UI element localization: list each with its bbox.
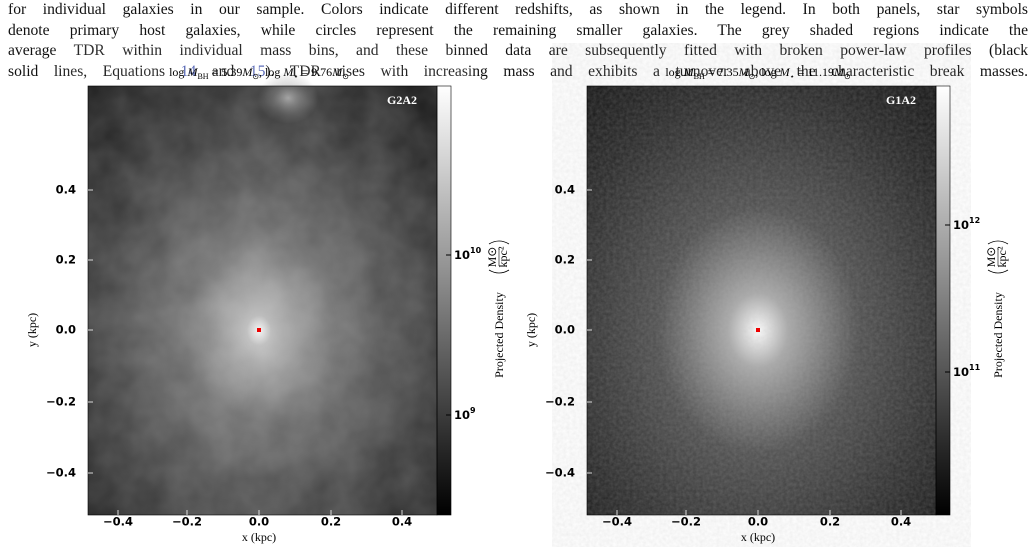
frame (586, 85, 937, 516)
panel-label: G1A2 (886, 93, 916, 107)
y-tick-label: −0.2 (545, 395, 575, 409)
y-tick-label: 0.2 (555, 253, 575, 267)
tick-exponent: 11 (969, 363, 981, 372)
equation-link[interactable]: 15 (249, 62, 266, 80)
x-tick-label: 0.4 (891, 515, 911, 529)
title-part: BH (694, 72, 705, 81)
x-tick-label: −0.4 (103, 515, 133, 529)
text: solid lines, Equations (8, 62, 181, 80)
y-tick-label: 0.0 (555, 323, 575, 337)
tick-base: 10 (953, 365, 969, 379)
tick-exponent: 12 (969, 216, 980, 225)
x-tick-label: 0.2 (321, 515, 341, 529)
y-axis-label: y (kpc) (524, 313, 538, 347)
black-hole-marker (257, 328, 261, 332)
x-tick-label: −0.2 (671, 515, 701, 529)
equation-link[interactable]: 14 (180, 62, 197, 80)
panel-title: log MBH = 5.39M⊙, log M⋆ = 9.76M⊙ (169, 65, 349, 81)
caption-line: solid lines, Equations 14 and 15). TDR r… (8, 62, 1028, 83)
caption-line: denote primary host galaxies, while circ… (8, 21, 1028, 39)
panel-title: log MBH = 7.35M⊙, log M⋆ = 11.19M⊙ (665, 65, 850, 81)
colorbar-label: Projected Density M⊙kpc² (485, 240, 510, 378)
title-part: M (779, 65, 791, 79)
unit-numerator: M⊙ (984, 247, 998, 268)
y-tick-label: −0.4 (545, 466, 575, 480)
text: ). TDR rises with increasing mass and ex… (265, 62, 1029, 80)
title-part: , log (755, 65, 779, 79)
x-tick-label: 0.2 (820, 515, 840, 529)
title-part: M (282, 65, 294, 79)
title-part: ⋆ (790, 72, 795, 81)
colorbar-title: Projected Density (492, 292, 506, 378)
title-part: = 9.76 (298, 65, 332, 79)
title-part: M (331, 65, 343, 79)
title-part: = 11.19 (795, 65, 834, 79)
panel: log MBH = 7.35M⊙, log M⋆ = 11.19M⊙G1A20.… (524, 65, 1009, 544)
paren (488, 240, 510, 274)
title-part: = 7.35 (705, 65, 739, 79)
x-axis-label: x (kpc) (242, 530, 276, 544)
x-axis-label: x (kpc) (741, 530, 775, 544)
unit-numerator: M⊙ (485, 247, 499, 268)
density-texture (88, 86, 437, 515)
title-part: M (683, 65, 695, 79)
title-part: ⊙ (749, 72, 756, 81)
panel-label: G2A2 (387, 93, 417, 107)
colorbar-title: Projected Density (991, 292, 1005, 378)
y-tick-label: 0.4 (56, 183, 76, 197)
tick-base: 10 (953, 218, 969, 232)
panel: log MBH = 5.39M⊙, log M⋆ = 9.76M⊙G2A20.4… (25, 65, 510, 544)
caption-line: average TDR within individual mass bins,… (8, 42, 1028, 60)
y-tick-label: 0.0 (56, 323, 76, 337)
tick-exponent: 9 (470, 406, 476, 415)
title-part: BH (197, 72, 208, 81)
colorbar (436, 85, 452, 516)
title-part: log (169, 65, 187, 79)
title-part: ⊙ (342, 72, 349, 81)
colorbar-tick-label: 1010 (454, 246, 482, 262)
black-hole-marker (756, 328, 760, 332)
y-tick-label: −0.2 (46, 395, 76, 409)
colorbar-tick-label: 109 (454, 406, 476, 422)
y-tick-label: 0.4 (555, 183, 575, 197)
title-part: M (241, 65, 253, 79)
unit-denominator: kpc² (496, 246, 510, 267)
colorbar (935, 85, 951, 516)
caption-line: for individual galaxies in our sample. C… (8, 1, 1028, 18)
x-tick-label: 0.4 (392, 515, 412, 529)
paren (987, 240, 1009, 274)
title-part: ⊙ (844, 72, 851, 81)
title-part: M (186, 65, 198, 79)
y-tick-label: −0.4 (46, 466, 76, 480)
frame (87, 85, 438, 516)
y-axis-label: y (kpc) (25, 313, 39, 347)
text: and (196, 62, 250, 80)
caption: for individual galaxies in our sample. C… (8, 0, 1028, 82)
x-tick-label: 0.0 (748, 515, 768, 529)
title-part: M (833, 65, 845, 79)
unit-denominator: kpc² (995, 246, 1009, 267)
x-tick-label: −0.2 (172, 515, 202, 529)
title-part: log (665, 65, 683, 79)
x-tick-label: −0.4 (602, 515, 632, 529)
colorbar-tick-label: 1011 (953, 363, 981, 379)
colorbar-label: Projected Density M⊙kpc² (984, 240, 1009, 378)
x-tick-label: 0.0 (249, 515, 269, 529)
title-part: , log (259, 65, 283, 79)
title-part: M (738, 65, 750, 79)
title-part: ⋆ (293, 72, 298, 81)
tick-base: 10 (454, 408, 470, 422)
title-part: ⊙ (252, 72, 259, 81)
colorbar-tick-label: 1012 (953, 216, 980, 232)
title-part: = 5.39 (209, 65, 243, 79)
tick-exponent: 10 (470, 246, 482, 255)
tick-base: 10 (454, 248, 470, 262)
density-texture (587, 86, 936, 515)
y-tick-label: 0.2 (56, 253, 76, 267)
